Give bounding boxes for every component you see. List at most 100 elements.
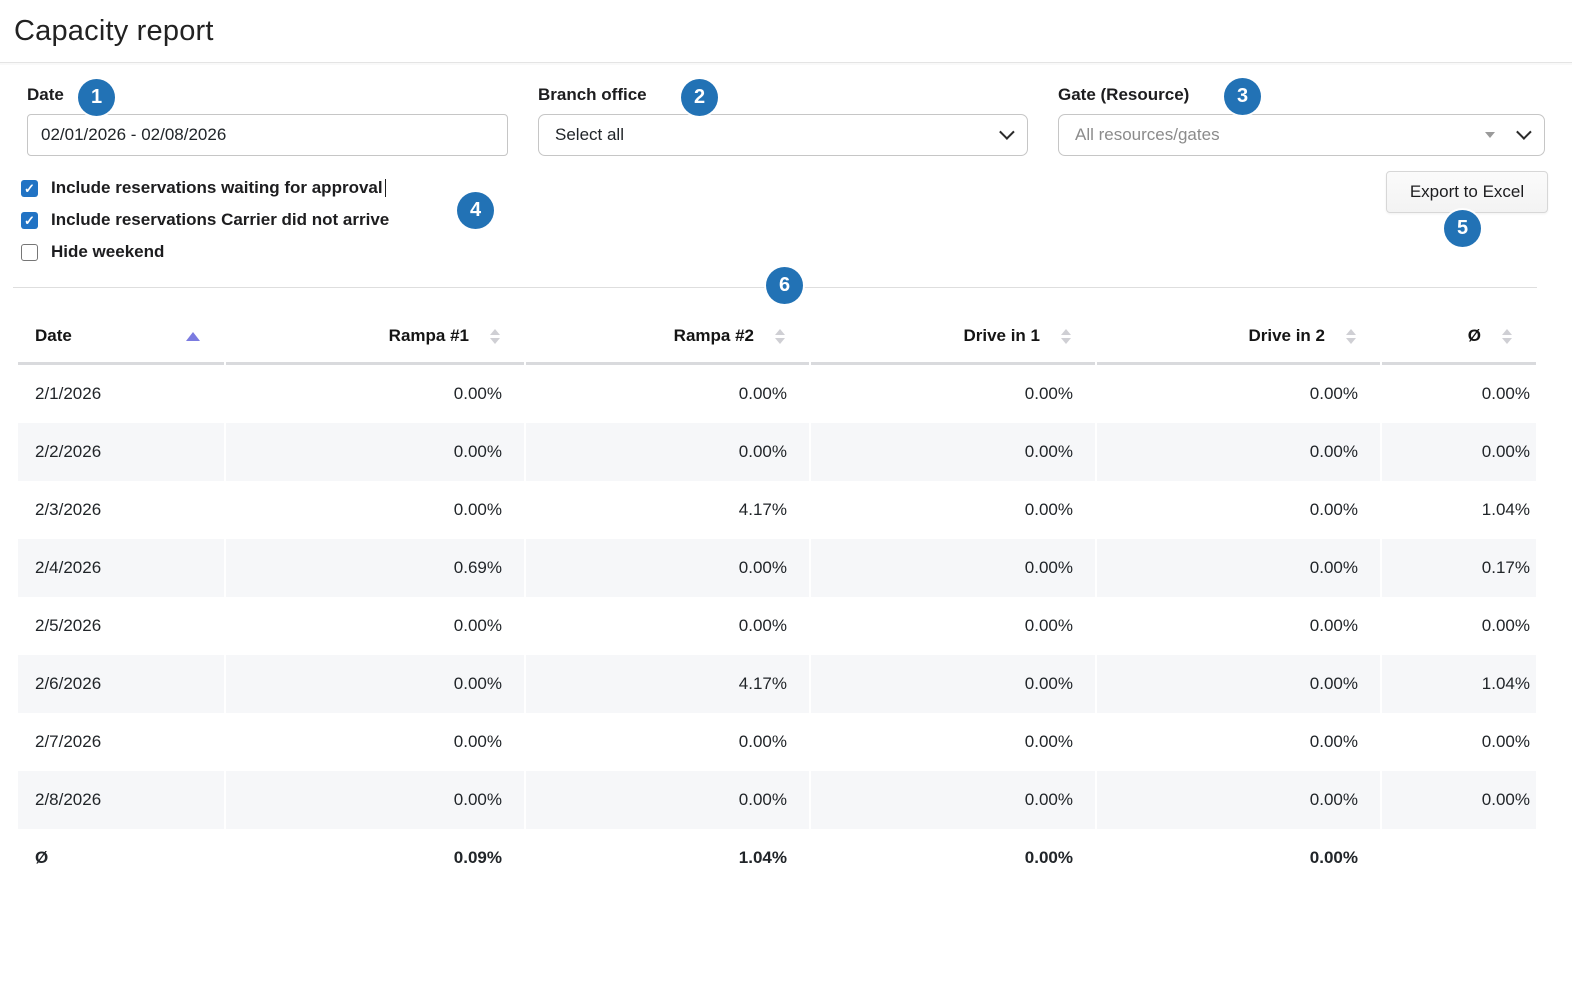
value-cell: 0.00% <box>1481 384 1530 403</box>
table-row: 2/1/2026 0.00% 0.00% 0.00% 0.00% 0.00% <box>18 365 1536 423</box>
checkbox-item-hide-weekend[interactable]: Hide weekend <box>21 236 1572 268</box>
value-cell: 0.00% <box>226 655 524 713</box>
checkbox-checked-icon[interactable]: ✓ <box>21 211 38 229</box>
table-row: 2/5/2026 0.00% 0.00% 0.00% 0.00% 0.00% <box>18 597 1536 655</box>
value-cell: 1.04% <box>1382 655 1536 713</box>
column-header-avg[interactable]: Ø <box>1382 288 1536 365</box>
checkbox-group: ✓ Include reservations waiting for approv… <box>0 156 1572 268</box>
value-cell: 0.00% <box>453 616 502 635</box>
date-cell: 2/8/2026 <box>18 771 224 829</box>
date-field-group: Date <box>27 85 508 156</box>
value-cell: 0.00% <box>811 771 1095 829</box>
column-header-label: Rampa #2 <box>673 326 754 345</box>
annotation-badge-2: 2 <box>681 79 718 116</box>
checkbox-item-include-reservations-waiting-for-approval[interactable]: ✓ Include reservations waiting for approv… <box>21 172 1572 204</box>
title-bar: Capacity report <box>0 0 1572 63</box>
table-row: 2/4/2026 0.69% 0.00% 0.00% 0.00% 0.17% <box>18 539 1536 597</box>
column-header-label: Rampa #1 <box>388 326 469 345</box>
export-to-excel-button[interactable]: Export to Excel <box>1386 171 1548 213</box>
value-cell: 0.00% <box>453 384 502 403</box>
table-row: 2/8/2026 0.00% 0.00% 0.00% 0.00% 0.00% <box>18 771 1536 829</box>
filter-row: Date Branch office Select all Gate (Reso… <box>0 63 1572 156</box>
column-header-rampa-1[interactable]: Rampa #1 <box>226 288 524 365</box>
value-cell: 0.00% <box>1097 423 1380 481</box>
checkbox-label: Hide weekend <box>51 242 165 261</box>
checkbox-checked-icon[interactable]: ✓ <box>21 179 38 197</box>
gate-select[interactable]: All resources/gates <box>1058 114 1545 156</box>
value-cell: 0.00% <box>1097 771 1380 829</box>
value-cell: 0.00% <box>226 771 524 829</box>
column-header-label: Ø <box>1467 326 1481 345</box>
column-header-rampa-2[interactable]: Rampa #2 <box>526 288 809 365</box>
date-cell: 2/6/2026 <box>18 655 224 713</box>
value-cell: 0.00% <box>1382 423 1536 481</box>
column-header-date[interactable]: Date <box>18 288 224 365</box>
checkbox-label: Include reservations waiting for approva… <box>51 178 383 197</box>
gate-label: Gate (Resource) <box>1058 85 1190 104</box>
value-cell: 0.69% <box>226 539 524 597</box>
value-cell: 4.17% <box>526 655 809 713</box>
annotation-badge-4: 4 <box>457 192 494 229</box>
checkbox-unchecked-icon[interactable] <box>21 243 38 261</box>
value-cell: 0.00% <box>1481 616 1530 635</box>
value-cell: 0.00% <box>1024 732 1073 751</box>
column-header-label: Drive in 2 <box>1248 326 1325 345</box>
value-cell: 0.00% <box>526 423 809 481</box>
value-cell: 0.00% <box>526 771 809 829</box>
gate-placeholder: All resources/gates <box>1075 125 1220 144</box>
branch-office-label: Branch office <box>538 85 647 104</box>
date-cell: 2/5/2026 <box>35 616 102 635</box>
value-cell: 0.00% <box>526 539 809 597</box>
sort-toggle-icon <box>1061 328 1071 344</box>
check-mark-icon: ✓ <box>24 180 35 196</box>
table-row: 2/3/2026 0.00% 4.17% 0.00% 0.00% 1.04% <box>18 481 1536 539</box>
date-range-input[interactable] <box>27 114 508 156</box>
sort-toggle-icon <box>775 328 785 344</box>
value-cell-average: 1.04% <box>738 848 787 867</box>
branch-office-selected-value: Select all <box>555 125 624 144</box>
value-cell: 0.00% <box>1481 732 1530 751</box>
table-header-row: Date Rampa #1 Rampa #2 Drive in 1 Drive in 2… <box>18 288 1536 365</box>
sort-toggle-icon <box>490 328 500 344</box>
value-cell: 0.00% <box>1024 384 1073 403</box>
checkbox-label: Include reservations Carrier did not arr… <box>51 210 390 229</box>
capacity-table: Date Rampa #1 Rampa #2 Drive in 1 Drive in 2… <box>16 288 1538 887</box>
column-header-drive-in-2[interactable]: Drive in 2 <box>1097 288 1380 365</box>
date-label: Date <box>27 85 64 104</box>
value-cell: 1.04% <box>1481 500 1530 519</box>
value-cell: 0.00% <box>1097 655 1380 713</box>
date-cell: 2/4/2026 <box>18 539 224 597</box>
caret-down-icon <box>1485 132 1495 138</box>
date-cell: 2/3/2026 <box>35 500 102 519</box>
annotation-badge-1: 1 <box>78 79 115 116</box>
chevron-down-icon <box>999 123 1015 140</box>
value-cell: 0.00% <box>738 616 787 635</box>
sort-toggle-icon <box>1346 328 1356 344</box>
value-cell-average: 0.00% <box>1309 848 1358 867</box>
table-row: 2/6/2026 0.00% 4.17% 0.00% 0.00% 1.04% <box>18 655 1536 713</box>
value-cell: 0.00% <box>811 423 1095 481</box>
value-cell: 0.00% <box>811 539 1095 597</box>
text-cursor <box>384 179 387 197</box>
sort-toggle-icon <box>1502 328 1512 344</box>
value-cell: 0.00% <box>738 732 787 751</box>
chevron-down-icon <box>1516 123 1532 140</box>
value-cell: 0.00% <box>1024 500 1073 519</box>
value-cell: 0.00% <box>811 655 1095 713</box>
value-cell: 0.00% <box>1097 539 1380 597</box>
page-title: Capacity report <box>14 14 214 47</box>
value-cell-average: 0.09% <box>453 848 502 867</box>
date-cell: 2/7/2026 <box>35 732 102 751</box>
date-cell: 2/1/2026 <box>35 384 102 403</box>
checkbox-item-include-reservations-carrier-did-not-arrive[interactable]: ✓ Include reservations Carrier did not ar… <box>21 204 1572 236</box>
value-cell: 0.00% <box>1382 771 1536 829</box>
column-header-drive-in-1[interactable]: Drive in 1 <box>811 288 1095 365</box>
value-cell: 0.00% <box>1024 616 1073 635</box>
table-row: 2/7/2026 0.00% 0.00% 0.00% 0.00% 0.00% <box>18 713 1536 771</box>
value-cell: 0.00% <box>1309 500 1358 519</box>
table-row: 2/2/2026 0.00% 0.00% 0.00% 0.00% 0.00% <box>18 423 1536 481</box>
value-cell-average <box>1382 829 1536 887</box>
value-cell: 4.17% <box>738 500 787 519</box>
branch-office-field-group: Branch office Select all <box>538 85 1028 156</box>
branch-office-select[interactable]: Select all <box>538 114 1028 156</box>
